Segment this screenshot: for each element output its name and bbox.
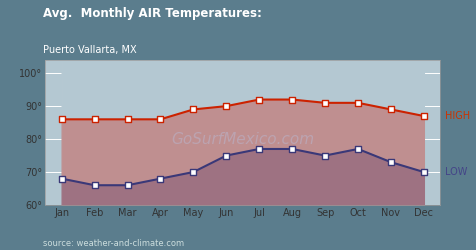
Text: Puerto Vallarta, MX: Puerto Vallarta, MX <box>43 45 137 55</box>
Point <box>124 183 131 187</box>
Text: source: weather-and-climate.com: source: weather-and-climate.com <box>43 238 184 248</box>
Text: LOW: LOW <box>445 167 467 177</box>
Point <box>321 101 329 105</box>
Point <box>91 183 99 187</box>
Text: Avg.  Monthly AIR Temperatures:: Avg. Monthly AIR Temperatures: <box>43 8 262 20</box>
Point <box>256 98 263 102</box>
Point <box>354 147 362 151</box>
Point <box>58 177 66 181</box>
Point <box>420 114 427 118</box>
Point <box>222 104 230 108</box>
Point <box>189 170 197 174</box>
Point <box>222 154 230 158</box>
Point <box>288 147 296 151</box>
Point <box>288 98 296 102</box>
Point <box>124 117 131 121</box>
Point <box>157 177 164 181</box>
Point <box>157 117 164 121</box>
Text: HIGH: HIGH <box>445 111 470 121</box>
Point <box>387 108 395 112</box>
Point <box>91 117 99 121</box>
Point <box>58 117 66 121</box>
Point <box>420 170 427 174</box>
Point <box>354 101 362 105</box>
Point <box>387 160 395 164</box>
Text: GoSurfMexico.com: GoSurfMexico.com <box>171 132 314 147</box>
Point <box>189 108 197 112</box>
Point <box>321 154 329 158</box>
Point <box>256 147 263 151</box>
